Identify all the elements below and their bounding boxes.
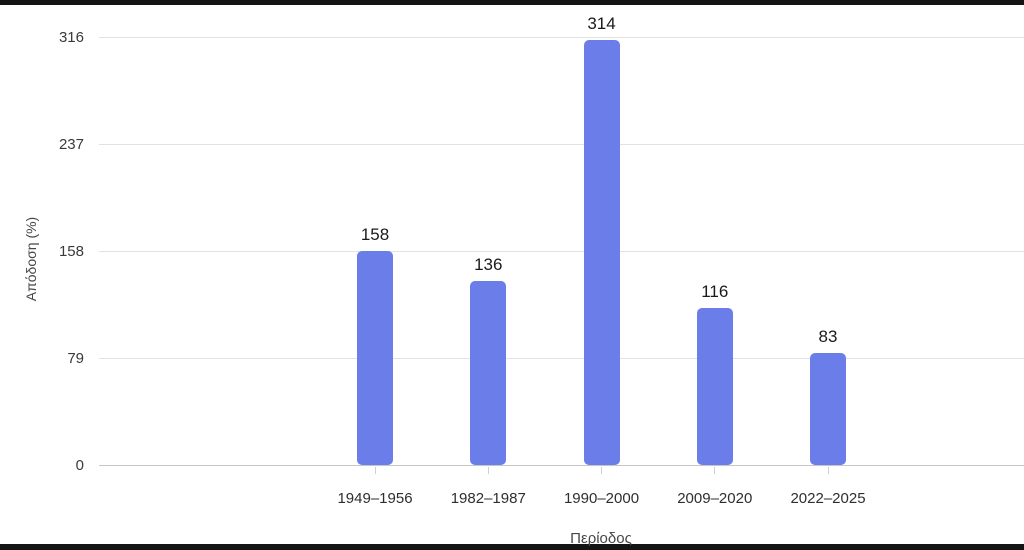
bar[interactable] — [470, 281, 507, 466]
screen-edge-bottom — [0, 544, 1024, 550]
gridline — [99, 357, 1024, 359]
x-tick-label: 1990–2000 — [563, 490, 640, 507]
bar-value-label: 83 — [818, 327, 838, 347]
x-axis-tick-mark — [827, 466, 829, 474]
bar[interactable] — [583, 40, 620, 466]
bar[interactable] — [357, 251, 393, 466]
gridline — [99, 250, 1024, 252]
gridline — [99, 36, 1024, 38]
x-axis-tick-mark — [714, 466, 716, 474]
y-tick-label: 316 — [58, 28, 84, 46]
y-axis-title: Απόδοση (%) — [23, 216, 39, 302]
x-tick-label: 1949–1956 — [337, 490, 413, 507]
x-tick-label: 2009–2020 — [677, 490, 753, 507]
y-tick-label: 0 — [75, 457, 84, 474]
x-axis-title: Περίοδος — [570, 530, 632, 547]
y-tick-label: 79 — [67, 349, 84, 367]
bar-value-label: 158 — [360, 225, 390, 245]
bar[interactable] — [696, 308, 733, 466]
x-axis-baseline — [99, 465, 1024, 466]
x-axis-tick-mark — [487, 466, 489, 474]
x-tick-label: 1982–1987 — [450, 490, 526, 507]
y-tick-label: 158 — [58, 242, 84, 260]
gridline — [99, 143, 1024, 145]
bar[interactable] — [810, 353, 846, 466]
x-axis-tick-mark — [374, 466, 376, 474]
x-axis-tick-mark — [601, 466, 602, 474]
x-tick-label: 2022–2025 — [790, 490, 866, 507]
screen-edge-top — [0, 0, 1024, 5]
bar-value-label: 314 — [587, 14, 616, 34]
bar-value-label: 116 — [701, 282, 729, 302]
bar-value-label: 136 — [474, 255, 503, 275]
y-tick-label: 237 — [58, 135, 84, 153]
